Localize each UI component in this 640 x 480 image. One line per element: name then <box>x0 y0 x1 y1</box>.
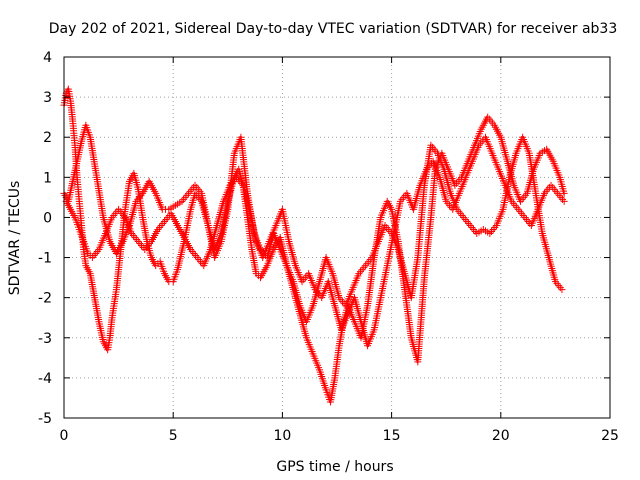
y-tick-label: -4 <box>38 371 52 387</box>
x-tick-label: 10 <box>273 428 291 444</box>
y-tick-label: -2 <box>38 291 52 307</box>
series-3 <box>62 133 568 350</box>
x-axis-label: GPS time / hours <box>276 459 393 475</box>
tick-labels: 0 5 10 15 20 25 -5 -4 -3 -2 -1 0 1 2 3 4 <box>38 50 619 444</box>
plot-frame <box>63 56 611 419</box>
y-tick-label: -3 <box>38 331 52 347</box>
x-tick-label: 20 <box>492 428 510 444</box>
data-point <box>560 189 568 197</box>
y-tick-label: -5 <box>38 411 52 427</box>
y-tick-label: -1 <box>38 251 52 267</box>
axes <box>63 56 611 419</box>
chart-title: Day 202 of 2021, Sidereal Day-to-day VTE… <box>49 21 618 37</box>
y-tick-label: 0 <box>43 210 52 226</box>
x-tick-label: 0 <box>60 428 69 444</box>
data-point <box>558 286 566 294</box>
y-axis-label: SDTVAR / TECUs <box>7 181 23 296</box>
x-tick-label: 25 <box>601 428 619 444</box>
data-point <box>560 197 568 205</box>
data-points <box>60 85 568 406</box>
y-tick-label: 3 <box>43 90 52 106</box>
y-tick-label: 1 <box>43 170 52 186</box>
series-2 <box>60 121 566 326</box>
x-tick-label: 15 <box>383 428 401 444</box>
x-tick-label: 5 <box>169 428 178 444</box>
y-tick-label: 2 <box>43 130 52 146</box>
y-tick-label: 4 <box>43 50 52 66</box>
